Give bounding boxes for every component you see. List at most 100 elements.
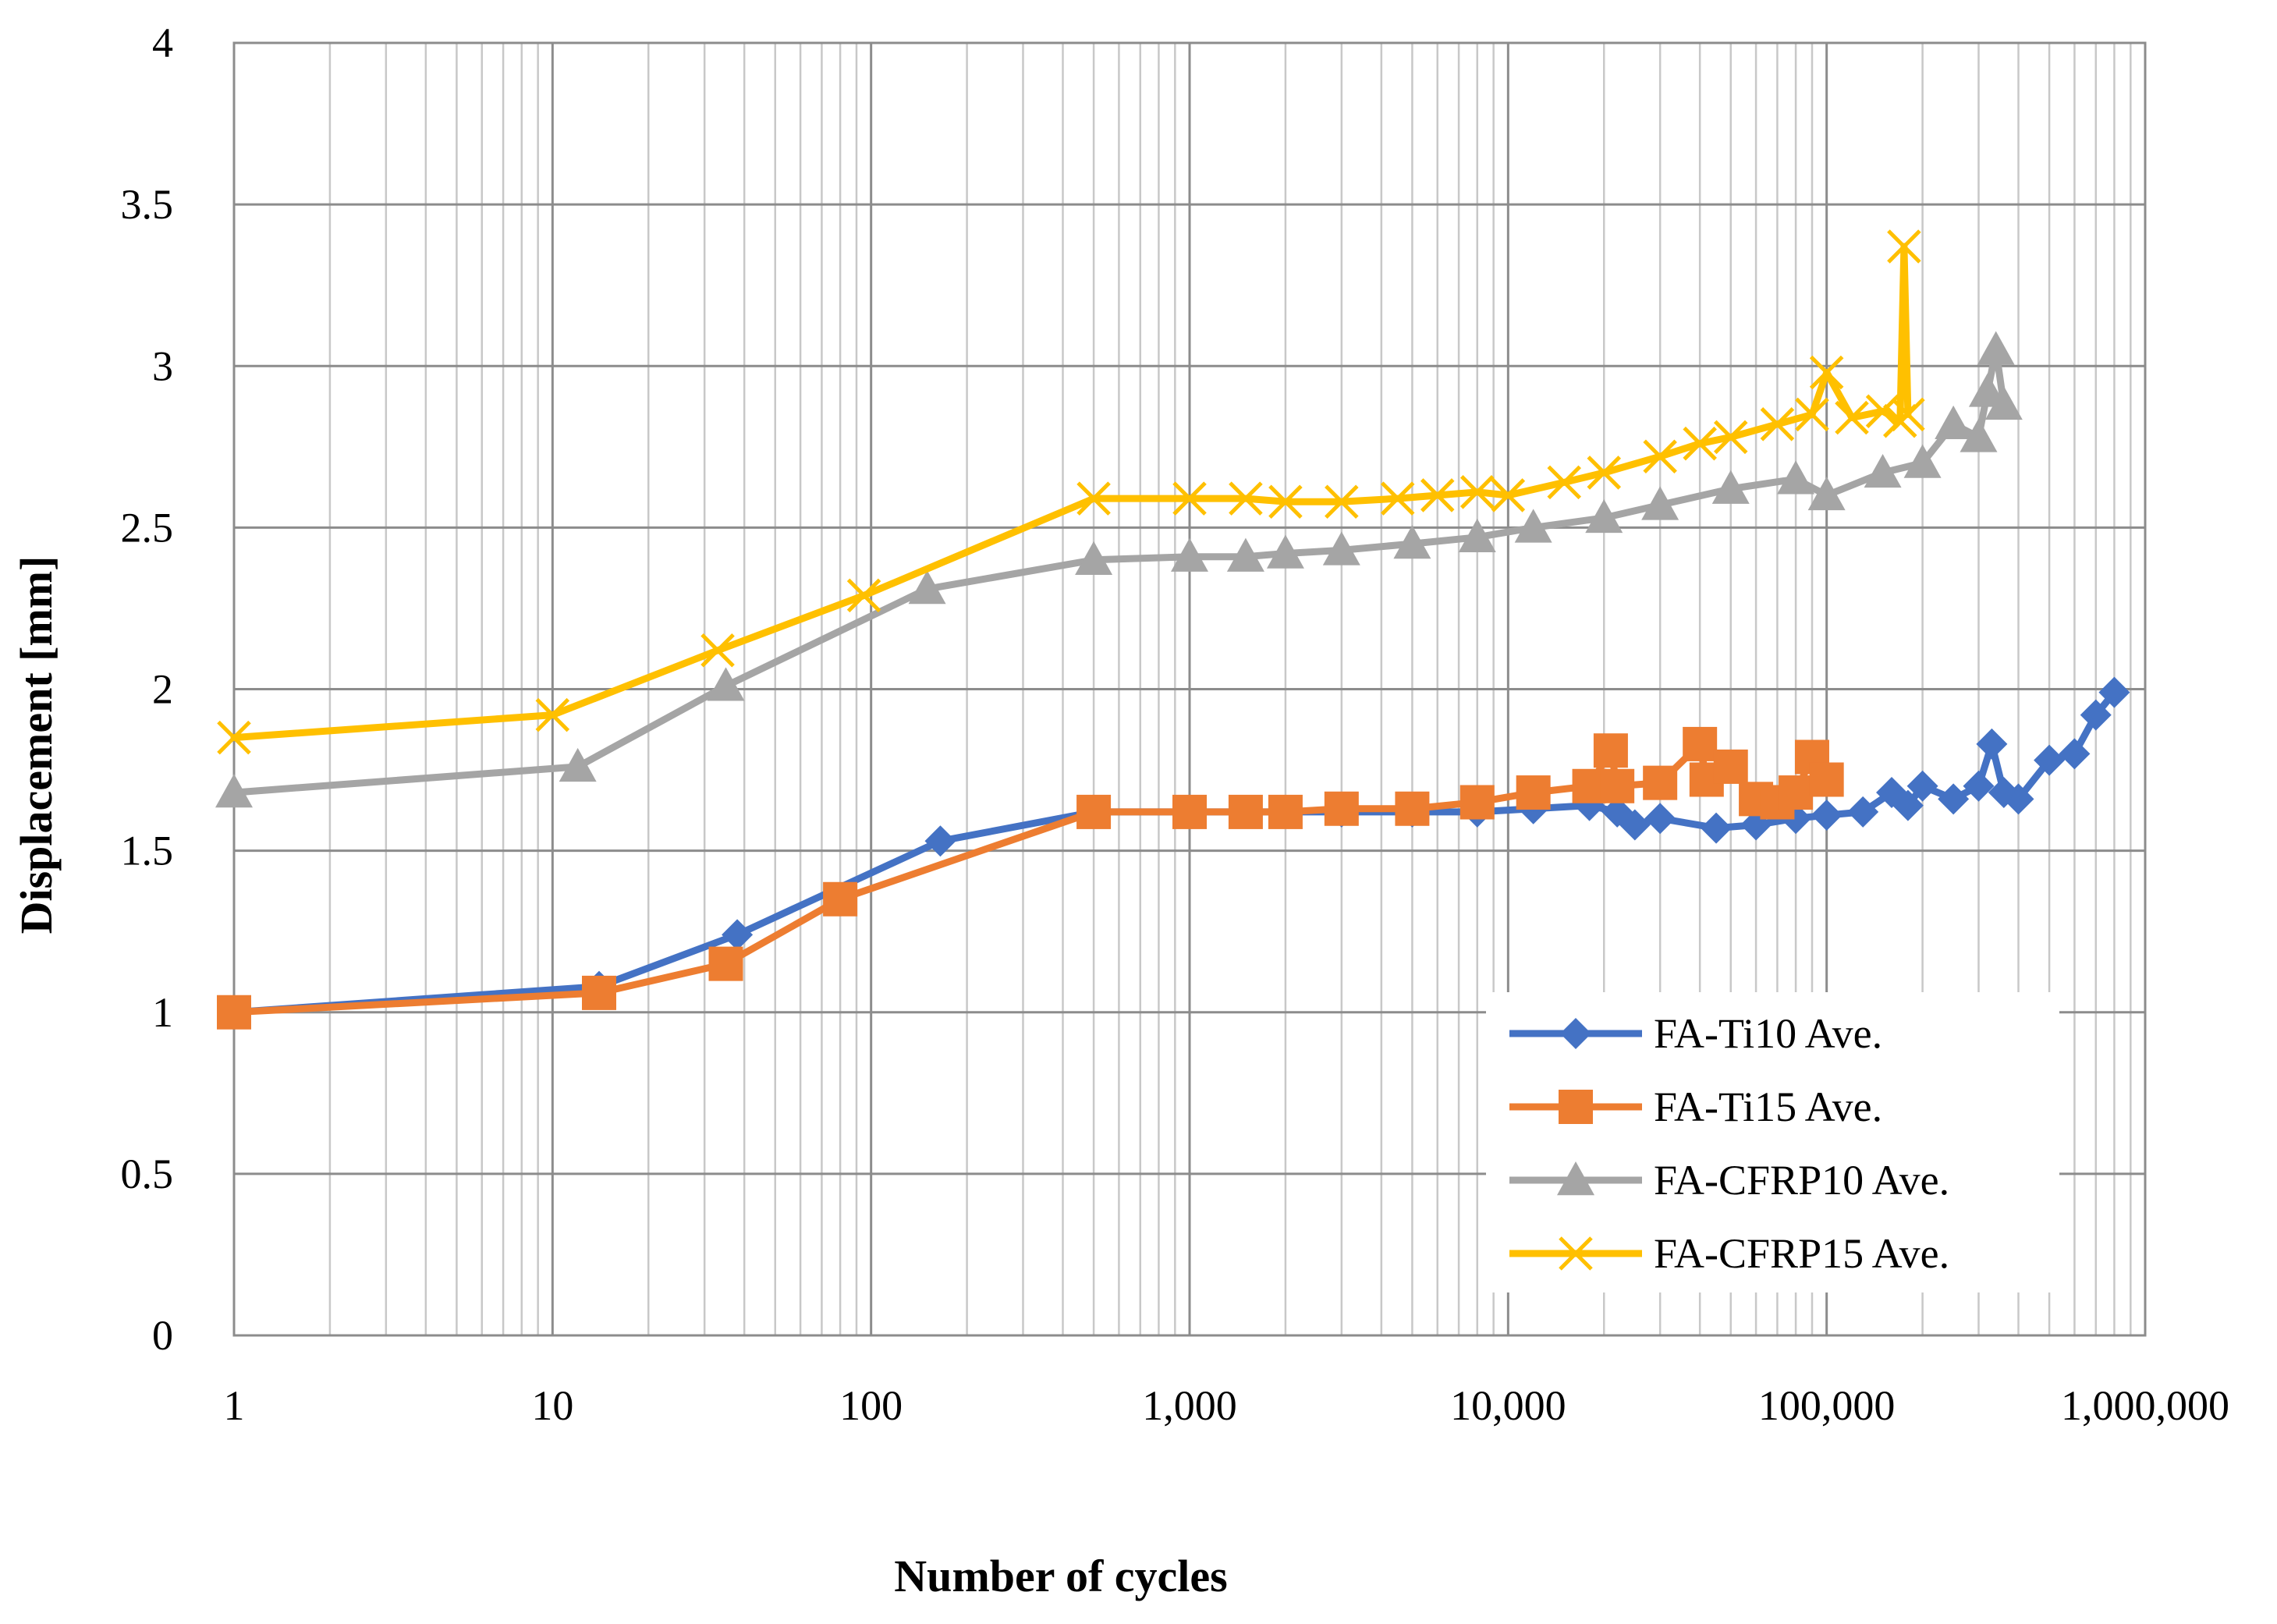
data-point (1585, 498, 1623, 534)
data-point (217, 995, 251, 1030)
x-axis-title: Number of cycles (894, 1551, 1227, 1601)
data-point (1683, 726, 1718, 761)
y-tick-label: 3.5 (121, 181, 174, 228)
data-point (1977, 331, 2015, 365)
data-point (1643, 765, 1678, 800)
data-point (2002, 783, 2034, 815)
data-point (1459, 785, 1495, 820)
data-point (1172, 481, 1207, 516)
legend-marker (1560, 1018, 1591, 1049)
data-point (1325, 484, 1359, 519)
y-tick-label: 0.5 (121, 1151, 174, 1197)
data-point (1976, 728, 2008, 760)
data-point (823, 881, 858, 917)
data-point (708, 946, 743, 981)
data-point (2059, 738, 2091, 770)
data-point (1393, 525, 1431, 559)
data-point (2080, 699, 2112, 731)
data-point (1226, 537, 1264, 572)
x-tick-label: 10 (531, 1382, 573, 1429)
y-tick-label: 2.5 (121, 504, 174, 551)
data-point (217, 720, 251, 755)
data-point (1935, 405, 1973, 440)
data-point (1644, 803, 1676, 835)
data-point (722, 919, 754, 951)
x-tick-label: 100 (839, 1382, 903, 1429)
x-tick-label: 1,000 (1142, 1382, 1237, 1429)
legend-label: FA-Ti15 Ave. (1654, 1083, 1882, 1130)
data-point (1760, 407, 1795, 441)
data-point (2098, 676, 2130, 708)
data-point (1847, 796, 1879, 828)
data-point (924, 825, 956, 857)
data-point (1809, 762, 1844, 797)
y-axis-title: Displacement [mm] (11, 556, 62, 934)
data-point (1171, 537, 1208, 572)
data-point (1892, 789, 1924, 821)
data-point (707, 667, 745, 701)
data-point (1713, 749, 1748, 784)
data-point (846, 578, 881, 613)
data-point (582, 975, 617, 1010)
legend-label: FA-CFRP15 Ave. (1654, 1230, 1949, 1277)
data-point (1811, 800, 1843, 832)
series-layer (215, 229, 2130, 1030)
data-point (1779, 775, 1814, 810)
data-point (1835, 400, 1869, 435)
data-point (1906, 770, 1938, 802)
data-point (1395, 791, 1430, 826)
y-tick-label: 1 (152, 989, 173, 1036)
legend-label: FA-CFRP10 Ave. (1654, 1157, 1949, 1204)
data-point (1547, 465, 1582, 500)
series-2 (217, 726, 1844, 1030)
data-point (1988, 777, 2020, 809)
data-point (1514, 509, 1552, 543)
data-point (1963, 770, 1995, 802)
y-tick-label: 0 (152, 1312, 173, 1359)
legend-marker (1557, 1161, 1594, 1196)
legend-items: FA-Ti10 Ave. FA-Ti15 Ave. FA-CFRP10 Ave. FA… (1509, 1010, 1949, 1277)
data-point (1324, 791, 1359, 826)
data-point (1887, 229, 1921, 264)
legend-item: FA-Ti15 Ave. (1509, 1083, 1882, 1130)
data-point (535, 697, 570, 732)
data-point (1600, 768, 1635, 803)
y-tick-label: 2 (152, 666, 173, 713)
data-point (1229, 481, 1263, 516)
data-point (1683, 426, 1717, 461)
data-point (1172, 794, 1207, 829)
legend-item: FA-CFRP10 Ave. (1509, 1157, 1949, 1204)
x-tick-label: 1 (224, 1382, 245, 1429)
data-point (1968, 373, 2006, 407)
data-point (1903, 444, 1942, 478)
data-point (1516, 775, 1551, 810)
data-point (1984, 385, 2023, 420)
data-point (1459, 475, 1495, 509)
data-point (908, 570, 946, 605)
data-point (700, 633, 735, 668)
data-point (1458, 518, 1496, 553)
x-tick-label: 100,000 (1758, 1382, 1896, 1429)
y-axis-tick-labels: 0 0.5 1 1.5 2 2.5 3 3.5 4 (121, 20, 174, 1359)
data-point (1076, 794, 1112, 829)
data-point (1777, 460, 1815, 495)
data-point (1268, 794, 1303, 829)
x-tick-label: 1,000,000 (2061, 1382, 2229, 1429)
y-tick-label: 4 (152, 20, 173, 66)
data-point (1960, 418, 1998, 452)
data-point (1228, 794, 1263, 829)
legend-item: FA-Ti10 Ave. (1509, 1010, 1882, 1057)
data-point (1795, 397, 1829, 432)
data-point (2034, 744, 2066, 776)
data-point (1641, 486, 1679, 520)
data-point (1713, 420, 1748, 455)
data-point (1891, 397, 1925, 432)
data-point (215, 774, 253, 808)
data-point (1643, 439, 1677, 474)
series-line (230, 243, 1912, 742)
data-point (1587, 456, 1622, 490)
data-point (1491, 478, 1526, 512)
legend-marker (1559, 1236, 1593, 1271)
data-point (559, 747, 597, 782)
